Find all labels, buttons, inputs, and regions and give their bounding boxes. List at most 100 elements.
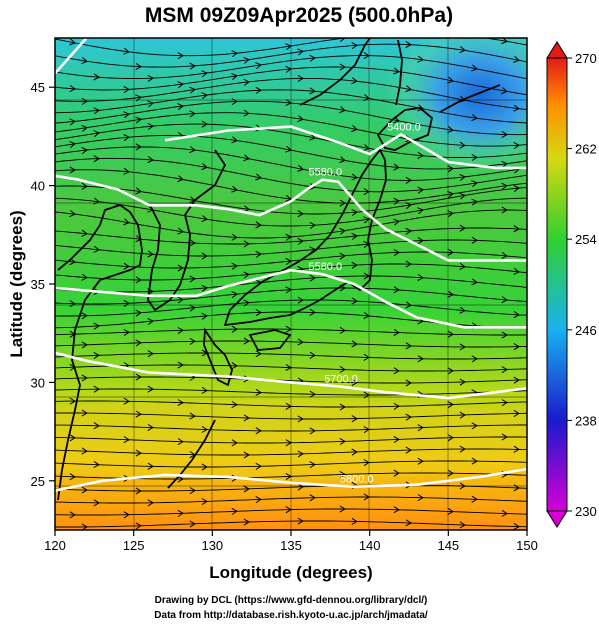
streamline-arrow [351,232,358,240]
streamline-arrow [123,218,130,226]
streamline-arrow [201,386,208,394]
streamline-arrow [255,221,262,229]
streamline-arrow [447,507,454,515]
streamline-arrow [147,74,154,82]
streamline-arrow [351,261,358,269]
streamline-arrow [405,85,412,93]
streamline-arrow [405,379,412,387]
streamline-arrow [135,116,142,124]
y-tick-label: 40 [31,179,45,194]
streamline-arrow [447,76,454,84]
streamline-arrow [351,77,358,85]
streamline-arrow [201,163,208,171]
y-tick-label: 30 [31,375,45,390]
credit-data: Data from http://database.rish.kyoto-u.a… [154,610,428,621]
streamline-arrow [135,276,142,284]
streamline-arrow [297,74,304,82]
streamline-arrow [231,50,238,58]
streamline-arrow [255,62,262,70]
streamline-arrow [243,271,250,279]
streamline-arrow [417,55,424,63]
streamline-arrow [201,312,208,320]
streamline-arrow [309,461,316,469]
streamline-arrow [81,341,88,349]
streamline-arrow [177,438,184,446]
streamline-arrow [231,136,238,144]
streamline-arrow [351,297,358,305]
streamline-arrow [177,326,184,335]
streamline-arrow [69,210,76,218]
streamline-arrow [459,192,466,200]
streamline-arrow [351,42,358,50]
streamline-arrow [177,399,184,407]
streamline-arrow [231,439,238,447]
streamline-arrow [339,326,346,334]
chart-title: MSM 09Z09Apr2025 (500.0hPa) [145,4,453,27]
streamline-arrow [417,457,424,465]
streamline-arrow [405,40,412,48]
streamline-arrow [513,141,520,150]
streamline-arrow [297,237,304,245]
streamline-arrow [471,180,478,188]
colorbar: 230 238 246 254 262 270 [546,41,597,528]
streamline-arrow [513,55,520,63]
streamline-arrow [147,156,154,164]
colorbar-tick-label: 270 [575,51,597,66]
streamline-arrow [201,498,208,506]
streamline-arrow [417,151,424,159]
streamline-arrow [93,351,100,360]
streamline-arrow [177,475,184,483]
colorbar-max-arrow [546,41,568,59]
streamline-arrow [189,520,196,528]
x-axis-title: Longitude (degrees) [209,563,372,582]
streamline-arrow [417,104,424,112]
streamline-arrow [309,54,316,62]
streamline-arrow [393,469,400,477]
streamline-arrow [177,52,184,60]
streamline-arrow [147,462,154,470]
streamline-arrow [309,133,316,141]
streamline-arrow [339,227,346,235]
streamline-arrow [93,322,100,330]
streamline-arrow [243,451,250,459]
streamline-arrow [231,325,238,333]
streamline-arrow [501,366,508,374]
streamline-arrow [297,517,304,525]
streamline-arrow [189,110,196,118]
streamline-arrow [471,64,478,72]
streamline-arrow [471,355,478,363]
streamline-arrow [93,130,100,138]
streamline-arrow [393,116,400,124]
streamline-arrow [447,469,454,477]
streamline-arrow [447,165,454,173]
streamline-arrow [393,436,400,444]
streamline-arrow [297,296,304,304]
streamline-arrow [309,183,316,191]
streamline-arrow [447,367,454,375]
streamline-arrow [501,38,508,45]
streamline-arrow [81,229,88,237]
streamline-arrow [69,118,76,126]
streamline-arrow [81,486,88,494]
streamline-arrow [394,30,399,36]
streamline-arrow [501,252,508,260]
streamline-arrow [501,87,508,95]
streamline-arrow [459,378,466,386]
streamline-arrow [231,401,238,409]
streamline-arrow [93,155,100,163]
streamline-arrow [471,457,478,465]
streamline-arrow [177,509,184,517]
x-axis: 120 125 130 135 140 145 150 [44,530,538,553]
russia-coast [299,38,371,106]
japan-shikoku [248,329,292,351]
streamline-arrow [471,153,478,161]
x-tick-label: 125 [123,538,145,553]
x-tick-label: 120 [44,538,66,553]
streamline-arrow [501,206,508,214]
streamline-arrow [93,460,100,469]
streamline-arrow [135,339,142,347]
streamline-arrow [405,260,412,268]
streamline-arrow [177,296,184,304]
streamline-arrow [339,38,346,42]
colorbar-min-arrow [546,510,568,528]
